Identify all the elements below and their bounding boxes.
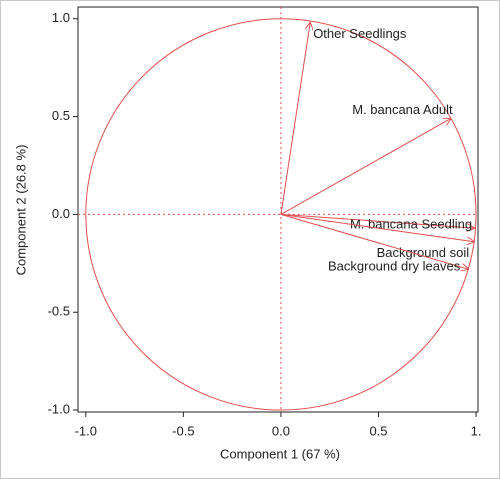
loading-arrow [280,213,474,228]
loading-arrow [280,213,468,269]
x-tick-label: -0.5 [172,423,194,438]
arrow-label: Background dry leaves [328,259,461,274]
loading-arrow [280,213,474,241]
x-tick-label: 0.5 [369,423,387,438]
x-tick-label: 0.0 [272,423,290,438]
arrow-label: Other Seedlings [313,26,407,41]
loading-arrow [280,23,310,215]
plot-area: Other Seedlings M. bancana Adult M. bancan… [78,7,478,412]
arrow-label: M. bancana Adult [352,102,453,117]
plot-frame [77,6,479,413]
arrow-label: M. bancana Seedling [350,217,472,232]
y-tick-label: 0.5 [52,108,70,123]
y-tick-label: -0.5 [48,304,70,319]
x-tick-label: 1. [471,423,482,438]
y-tick-label: -1.0 [48,401,70,416]
x-axis-title: Component 1 (67 %) [220,446,340,461]
loading-arrow [280,119,451,215]
y-tick-label: 1.0 [52,10,70,25]
x-tick-label: -1.0 [75,423,97,438]
y-tick-label: 0.0 [52,206,70,221]
y-axis-title: Component 2 (26.8 %) [13,145,28,276]
